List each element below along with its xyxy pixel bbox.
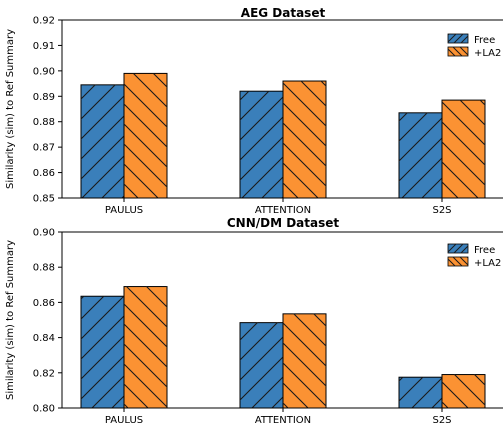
x-tick-label: S2S bbox=[432, 205, 451, 216]
y-axis-label: Similarity (sim) to Ref Summary bbox=[5, 29, 16, 189]
bar-hatch-free-s2s bbox=[399, 112, 442, 198]
chart-title: AEG Dataset bbox=[241, 6, 326, 20]
y-tick-label: 0.84 bbox=[33, 333, 55, 344]
plot-frame bbox=[61, 231, 503, 409]
y-tick-label: 0.82 bbox=[33, 368, 55, 379]
y-tick-label: 0.88 bbox=[33, 263, 55, 274]
legend-hatch-free bbox=[448, 244, 468, 253]
legend: Free +LA2 bbox=[447, 33, 501, 59]
legend-hatch-la2 bbox=[448, 257, 468, 266]
bars bbox=[80, 286, 486, 409]
y-tick-label: 0.86 bbox=[33, 298, 55, 309]
plot-frame bbox=[61, 19, 503, 199]
bar-hatch-la2-s2s bbox=[442, 100, 485, 198]
bar-hatch-la2-paulus bbox=[124, 73, 167, 198]
y-tick-label: 0.91 bbox=[33, 41, 55, 52]
legend-label-la2: +LA2 bbox=[474, 258, 501, 269]
y-tick-label: 0.80 bbox=[33, 404, 55, 415]
legend-hatch-la2 bbox=[448, 47, 468, 56]
legend-label-free: Free bbox=[474, 35, 495, 46]
bar-hatch-la2-paulus bbox=[124, 286, 167, 408]
y-tick-label: 0.87 bbox=[33, 143, 55, 154]
legend-hatch-free bbox=[448, 34, 468, 43]
bars bbox=[80, 72, 486, 199]
x-tick-label: PAULUS bbox=[105, 205, 143, 216]
bar-hatch-la2-attention bbox=[283, 313, 326, 408]
bar-hatch-free-attention bbox=[240, 91, 283, 198]
x-tick-label: PAULUS bbox=[105, 415, 143, 426]
y-tick-label: 0.92 bbox=[33, 16, 55, 27]
y-tick-label: 0.90 bbox=[33, 228, 55, 239]
chart-panel-cnndm: CNN/DM Dataset 0.800.820.840.860.880.90 … bbox=[33, 216, 503, 426]
x-ticks: PAULUS ATTENTION S2S bbox=[105, 198, 452, 216]
x-tick-label: ATTENTION bbox=[255, 205, 311, 216]
bar-hatch-free-paulus bbox=[81, 296, 124, 408]
x-ticks: PAULUS ATTENTION S2S bbox=[105, 408, 452, 426]
x-tick-label: S2S bbox=[432, 415, 451, 426]
y-axis-label: Similarity (sim) to Ref Summary bbox=[5, 240, 16, 400]
y-ticks: 0.80 0.82 0.84 0.86 0.88 0.90 bbox=[33, 228, 62, 415]
y-ticks: 0.85 0.86 0.87 0.88 0.89 0.90 0.91 0.92 bbox=[33, 16, 62, 205]
legend: Free +LA2 bbox=[447, 243, 501, 269]
y-tick-label: 0.90 bbox=[33, 66, 55, 77]
legend-label-free: Free bbox=[474, 245, 495, 256]
chart-title: CNN/DM Dataset bbox=[227, 216, 340, 230]
y-tick-label: 0.88 bbox=[33, 117, 55, 128]
bar-hatch-la2-s2s bbox=[442, 374, 485, 408]
bar-hatch-free-paulus bbox=[81, 84, 124, 198]
y-tick-label: 0.86 bbox=[33, 168, 55, 179]
legend-label-la2: +LA2 bbox=[474, 48, 501, 59]
y-tick-label: 0.85 bbox=[33, 194, 55, 205]
bar-hatch-free-attention bbox=[240, 322, 283, 408]
chart-panel-aeg: AEG Dataset 0.85 0.86 0.87 0.88 0.89 0.90 0.91… bbox=[33, 6, 503, 216]
x-tick-label: ATTENTION bbox=[255, 415, 311, 426]
bar-hatch-free-s2s bbox=[399, 377, 442, 408]
y-tick-label: 0.89 bbox=[33, 92, 55, 103]
bar-hatch-la2-attention bbox=[283, 81, 326, 198]
